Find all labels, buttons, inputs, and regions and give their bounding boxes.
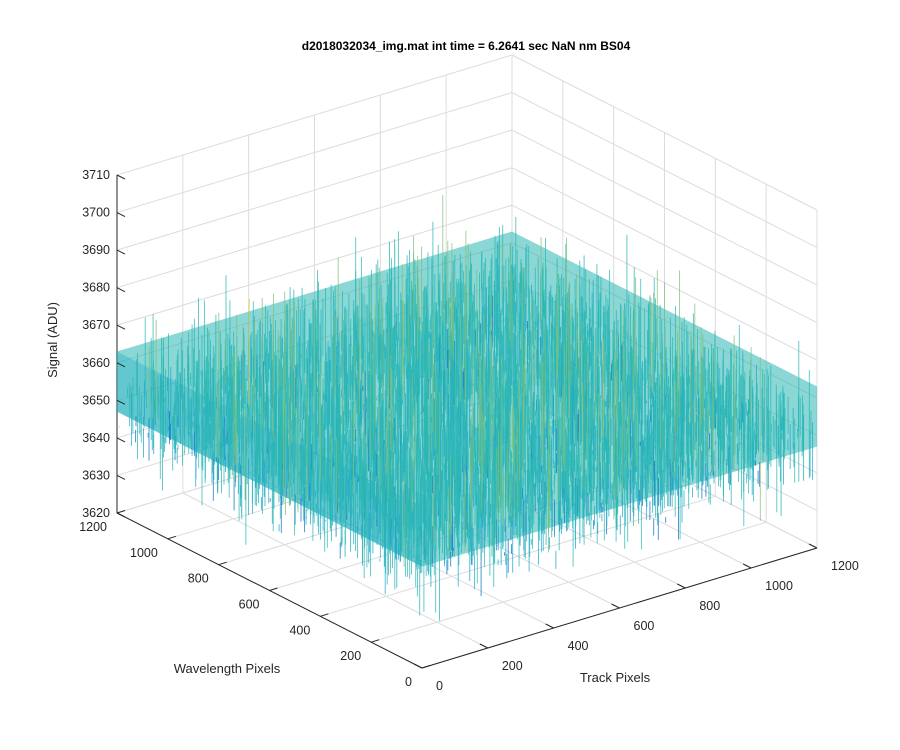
z-tick-label: 3620: [82, 506, 110, 520]
grid-line-floor-y: [371, 521, 767, 643]
y-tick-mark: [269, 587, 278, 591]
x-tick-mark: [611, 603, 620, 609]
x-tick-label: 1000: [765, 579, 793, 593]
ticks-layer: 3620 3630 3640 3650 3660 3670 3680 3690 3700 3710…: [79, 168, 859, 693]
z-tick-label: 3670: [82, 318, 110, 332]
grid-line-ywall-z: [116, 167, 513, 289]
y-tick-mark: [320, 613, 329, 617]
surface-spikes-band-5: [248, 298, 604, 437]
grid-line-xwall-z: [511, 167, 818, 324]
y-tick-label: 800: [188, 572, 209, 586]
x-tick-mark: [677, 583, 686, 589]
x-tick-mark: [808, 543, 818, 549]
chart-title: d2018032034_img.mat int time = 6.2641 se…: [302, 39, 631, 53]
grid-line-ywall-z: [116, 54, 513, 176]
z-tick-label: 3650: [82, 393, 110, 407]
z-tick-mark: [116, 399, 126, 405]
z-tick-mark: [116, 212, 126, 218]
x-tick-label: 800: [699, 599, 720, 613]
z-tick-label: 3640: [82, 431, 110, 445]
z-tick-label: 3700: [82, 206, 110, 220]
y-tick-mark: [218, 561, 227, 566]
z-tick-label: 3660: [82, 356, 110, 370]
y-tick-label: 1200: [79, 520, 107, 534]
y-tick-label: 0: [405, 675, 412, 689]
y-tick-label: 200: [340, 649, 361, 663]
x-tick-mark: [413, 663, 423, 669]
x-tick-label: 1200: [831, 559, 859, 573]
x-tick-mark: [742, 563, 752, 569]
z-tick-mark: [116, 287, 126, 293]
z-tick-label: 3710: [82, 168, 110, 182]
y-tick-label: 400: [289, 623, 310, 637]
grid-line-ywall-z: [116, 92, 513, 214]
z-tick-mark: [116, 324, 126, 330]
surface-layer: [117, 195, 817, 621]
y-tick-label: 1000: [130, 546, 158, 560]
z-tick-label: 3630: [82, 468, 110, 482]
x-tick-mark: [545, 623, 554, 629]
z-axis-label: Signal (ADU): [45, 302, 60, 378]
surface-spikes-band-3: [137, 217, 810, 597]
surface-spikes-band-4: [148, 195, 761, 567]
x-tick-label: 0: [436, 679, 443, 693]
y-tick-mark: [167, 535, 176, 540]
x-tick-label: 400: [568, 639, 589, 653]
grid-line-xwall-z: [511, 54, 818, 211]
y-tick-mark: [116, 510, 126, 514]
y-tick-mark: [421, 665, 431, 669]
x-tick-mark: [479, 643, 489, 649]
z-tick-mark: [116, 474, 126, 480]
z-tick-label: 3680: [82, 281, 110, 295]
grid-line-ywall-z: [116, 204, 513, 326]
z-tick-label: 3690: [82, 243, 110, 257]
x-tick-label: 200: [502, 659, 523, 673]
x-axis-label: Track Pixels: [580, 670, 651, 685]
y-tick-mark: [371, 639, 380, 643]
grid-line-ywall-z: [116, 129, 513, 251]
x-tick-label: 600: [634, 619, 655, 633]
z-tick-mark: [116, 249, 126, 255]
z-tick-mark: [116, 362, 126, 368]
grid-line-xwall-z: [511, 92, 818, 249]
z-tick-mark: [116, 512, 126, 518]
z-tick-mark: [116, 174, 126, 180]
grid-line-xwall-z: [511, 129, 818, 286]
y-tick-label: 600: [239, 598, 260, 612]
z-tick-mark: [116, 437, 126, 443]
y-axis-label: Wavelength Pixels: [174, 661, 281, 676]
